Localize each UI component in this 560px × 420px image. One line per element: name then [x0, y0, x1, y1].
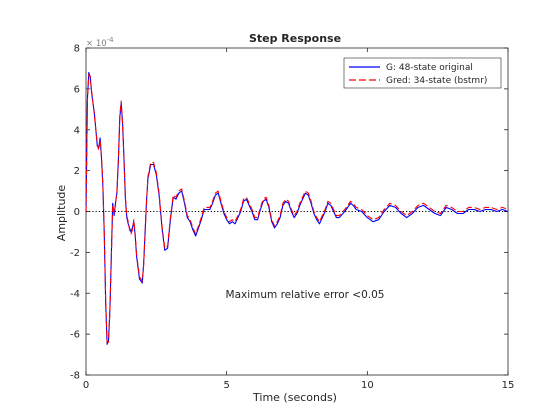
y-axis-label: Amplitude [55, 185, 68, 242]
y-tick-label: -2 [70, 248, 80, 259]
chart-title: Step Response [249, 32, 341, 45]
y-tick-label: 8 [74, 44, 80, 55]
y-tick-label: 2 [74, 166, 80, 177]
error-annotation: Maximum relative error <0.05 [226, 289, 385, 301]
series-line-original [85, 71, 509, 345]
x-tick-label: 15 [502, 380, 515, 391]
y-tick-label: -4 [70, 289, 80, 300]
series-line-reduced [85, 74, 509, 343]
legend-label-original: G: 48-state original [386, 63, 473, 73]
y-tick-label: -6 [70, 330, 80, 341]
legend-box [343, 57, 502, 89]
legend: G: 48-state original Gred: 34-state (bst… [343, 57, 502, 89]
y-tick-label: 6 [74, 84, 80, 95]
series-lines [85, 71, 509, 345]
x-axis-label: Time (seconds) [252, 391, 337, 404]
x-tick-label: 10 [361, 380, 374, 391]
y-tick-label: -8 [70, 371, 80, 382]
x-tick-label: 5 [223, 380, 229, 391]
y-exponent-label: × 10-4 [86, 36, 114, 49]
x-tick-label: 0 [83, 380, 89, 391]
axis-ticks: 0 5 10 15 -8 -6 -4 -2 0 2 4 6 8 [70, 44, 514, 392]
legend-label-reduced: Gred: 34-state (bstmr) [386, 76, 487, 86]
y-tick-label: 0 [74, 207, 80, 218]
y-tick-label: 4 [74, 125, 80, 136]
